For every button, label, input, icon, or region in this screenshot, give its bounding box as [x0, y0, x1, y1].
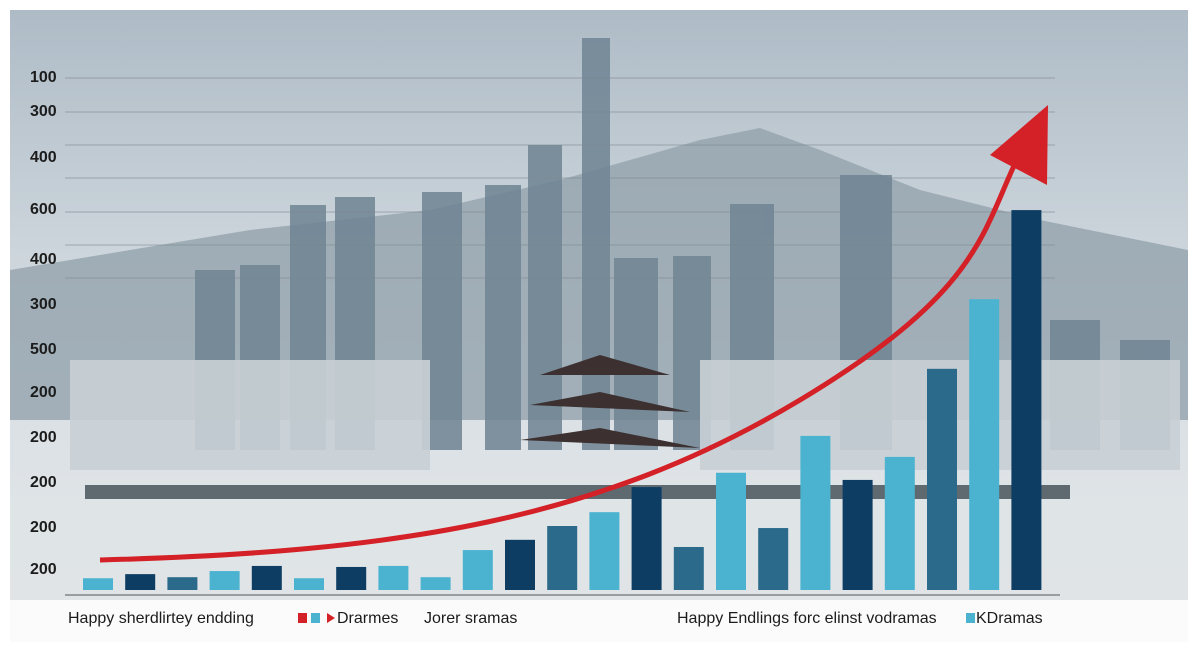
bar — [378, 565, 409, 590]
bar — [969, 299, 1000, 590]
bar — [209, 571, 240, 590]
legend-swatch — [298, 613, 307, 623]
y-axis-label: 600 — [30, 201, 57, 218]
bar — [673, 546, 704, 590]
y-axis-label: 100 — [30, 69, 57, 86]
bar — [842, 479, 873, 590]
bar — [462, 550, 493, 590]
bar — [758, 528, 789, 590]
legend-swatch — [311, 613, 320, 623]
y-axis-label: 300 — [30, 296, 57, 313]
bar — [927, 368, 957, 590]
bar — [167, 577, 198, 590]
y-axis-label: 300 — [30, 103, 57, 120]
legend-band — [10, 600, 1188, 642]
legend-label: Jorer sramas — [424, 610, 517, 627]
grid — [65, 77, 1055, 279]
trend-arrow — [99, 133, 1033, 563]
legend-swatch — [966, 613, 975, 623]
bar — [125, 574, 156, 590]
legend-swatch — [327, 613, 335, 623]
y-axis-label: 500 — [30, 341, 57, 358]
bar — [1011, 210, 1042, 590]
y-axis-label: 200 — [30, 474, 57, 491]
bar — [336, 566, 367, 590]
legend-label: Happy sherdlirtey endding — [68, 610, 254, 627]
bar — [420, 577, 451, 590]
bar — [631, 487, 662, 590]
bar — [251, 565, 282, 590]
y-axis-label: 200 — [30, 429, 57, 446]
bar — [83, 578, 113, 590]
legend-label: Happy Endlings forc elinst vodramas — [677, 610, 937, 627]
bar — [884, 456, 915, 590]
bar — [589, 512, 620, 590]
legend-label: KDramas — [976, 610, 1043, 627]
y-axis-label: 200 — [30, 384, 57, 401]
palace — [520, 355, 700, 448]
bar — [800, 435, 831, 590]
y-axis-label: 200 — [30, 561, 57, 578]
bar — [505, 539, 535, 590]
bar — [294, 578, 324, 590]
bar — [716, 472, 746, 590]
legend-label: Drarmes — [337, 610, 398, 627]
arrow-head — [990, 105, 1048, 185]
bar — [547, 526, 578, 590]
y-axis-label: 400 — [30, 251, 57, 268]
y-axis-label: 200 — [30, 519, 57, 536]
y-axis-label: 400 — [30, 149, 57, 166]
